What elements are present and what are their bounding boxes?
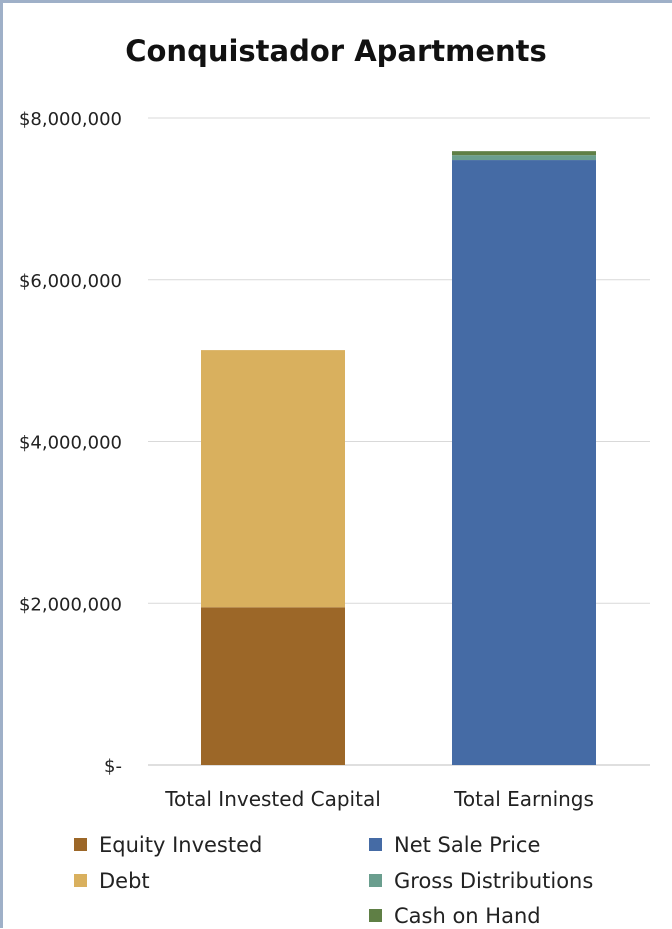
bar-gross-distributions — [452, 155, 596, 161]
y-tick-label: $- — [104, 756, 122, 777]
y-tick-label: $8,000,000 — [19, 109, 122, 130]
legend-item-net-sale-price: Net Sale Price — [369, 832, 540, 858]
chart-plot-area: $- $2,000,000 $4,000,000 $6,000,000 $8,000,0… — [19, 109, 650, 811]
legend-item-gross-distributions: Gross Distributions — [369, 868, 593, 894]
chart-legend: Equity Invested Debt Net Sale Price Gross D… — [0, 830, 672, 928]
y-tick-label: $6,000,000 — [19, 271, 122, 292]
x-tick-label: Total Invested Capital — [164, 787, 381, 811]
legend-swatch — [369, 874, 382, 887]
bar-cash-on-hand — [452, 151, 596, 156]
legend-swatch — [369, 838, 382, 851]
chart-title: Conquistador Apartments — [125, 34, 547, 68]
bar-net-sale-price — [452, 160, 596, 765]
y-tick-label: $4,000,000 — [19, 433, 122, 454]
bar-debt — [201, 350, 345, 608]
legend-swatch — [74, 874, 87, 887]
x-tick-label: Total Earnings — [453, 787, 594, 811]
legend-label: Net Sale Price — [394, 833, 541, 857]
legend-item-equity-invested: Equity Invested — [74, 832, 262, 858]
y-tick-label: $2,000,000 — [19, 594, 122, 615]
legend-swatch — [74, 838, 87, 851]
legend-swatch — [369, 909, 382, 922]
legend-label: Equity Invested — [99, 833, 263, 857]
legend-label: Debt — [99, 869, 150, 893]
legend-label: Cash on Hand — [394, 904, 541, 928]
bar-equity-invested — [201, 607, 345, 765]
legend-item-debt: Debt — [74, 868, 150, 894]
legend-label: Gross Distributions — [394, 869, 594, 893]
legend-item-cash-on-hand: Cash on Hand — [369, 903, 541, 929]
